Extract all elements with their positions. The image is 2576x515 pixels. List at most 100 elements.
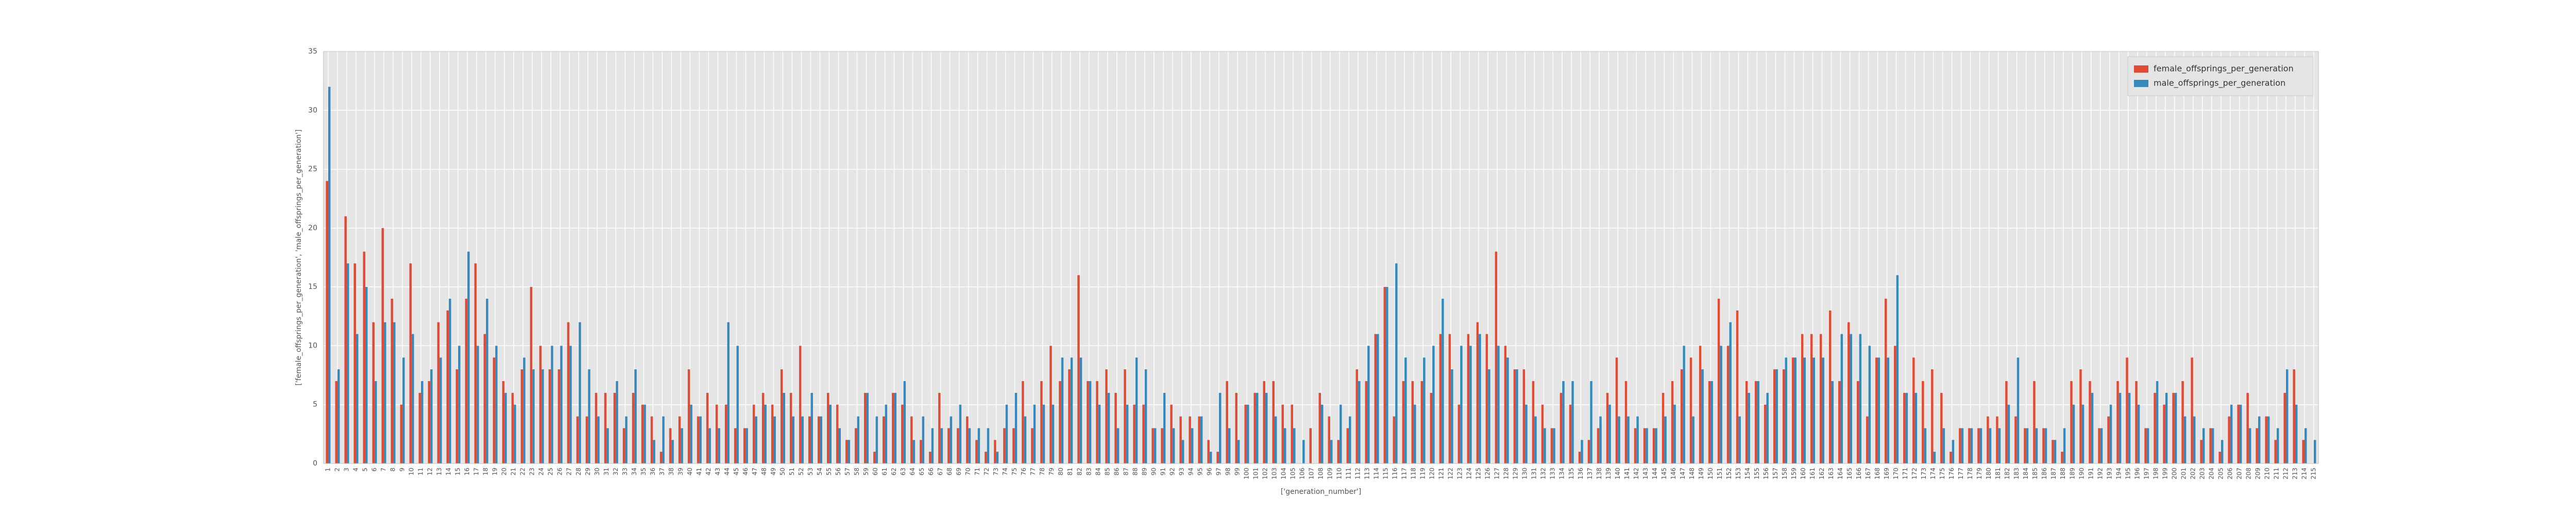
bar	[920, 440, 922, 464]
bar	[393, 322, 396, 464]
bar	[504, 392, 507, 464]
bar	[1859, 334, 1862, 464]
bar	[1395, 263, 1398, 464]
bar	[1885, 299, 1887, 464]
bar	[1606, 392, 1609, 464]
x-tick-label: 139	[1605, 468, 1612, 479]
bar	[1803, 357, 1806, 464]
bar	[1163, 392, 1166, 464]
bar	[2183, 416, 2187, 464]
bar	[1924, 428, 1927, 464]
x-tick-label: 188	[2059, 468, 2066, 479]
bar	[579, 322, 581, 464]
bar	[1820, 334, 1822, 464]
bar	[1525, 404, 1528, 464]
bar	[947, 428, 950, 464]
x-tick-label: 175	[1939, 468, 1946, 479]
bar	[2293, 369, 2295, 464]
bar	[2070, 381, 2073, 464]
x-tick-label: 180	[1985, 468, 1992, 479]
bar	[2119, 392, 2122, 464]
x-tick-label: 197	[2143, 468, 2150, 479]
x-tick-label: 168	[1874, 468, 1881, 479]
x-tick-label: 182	[2004, 468, 2011, 479]
bar	[1451, 369, 1453, 464]
bar	[1562, 381, 1565, 464]
x-tick-label: 174	[1929, 468, 1937, 479]
bar	[817, 416, 820, 464]
bar	[541, 369, 544, 464]
bar	[2042, 428, 2045, 464]
bar	[1998, 428, 2001, 464]
bar	[1228, 428, 1231, 464]
x-tick-label: 193	[2106, 468, 2113, 479]
bar	[328, 87, 331, 464]
bar	[1328, 416, 1331, 464]
x-tick-label: 80	[1057, 468, 1064, 475]
x-tick-label: 215	[2310, 468, 2317, 479]
bar	[347, 263, 349, 464]
bar	[1469, 346, 1472, 464]
bar	[2016, 357, 2020, 464]
bar	[957, 428, 959, 464]
bar	[1710, 381, 1713, 464]
bar	[1532, 381, 1535, 464]
x-tick-label: 11	[417, 468, 425, 475]
bar	[848, 440, 851, 464]
x-tick-label: 213	[2291, 468, 2298, 479]
bar	[1031, 428, 1033, 464]
x-tick-label: 20	[501, 468, 508, 475]
bar	[864, 392, 867, 464]
bar	[836, 404, 839, 464]
bar	[801, 416, 804, 464]
x-tick-label: 169	[1883, 468, 1890, 479]
bar	[1144, 369, 1147, 464]
bar	[752, 404, 755, 464]
x-tick-label: 155	[1753, 468, 1760, 479]
x-tick-label: 33	[621, 468, 629, 475]
bar	[2202, 428, 2205, 464]
bar	[1812, 357, 1815, 464]
x-tick-label: 212	[2282, 468, 2289, 479]
bar	[650, 416, 653, 464]
bar	[1569, 404, 1572, 464]
bar	[1848, 322, 1850, 464]
x-tick-label: 187	[2050, 468, 2057, 479]
bar	[1996, 416, 1998, 464]
bar	[2126, 357, 2128, 464]
bar	[2283, 392, 2286, 464]
x-tick-label: 140	[1614, 468, 1621, 479]
x-tick-label: 53	[807, 468, 814, 475]
x-tick-label: 6	[371, 468, 378, 472]
bar	[421, 381, 423, 464]
x-tick-label: 18	[482, 468, 489, 475]
x-tick-label: 24	[538, 468, 545, 475]
bar	[810, 392, 813, 464]
bar	[604, 392, 607, 464]
bar	[697, 416, 700, 464]
bar	[808, 416, 811, 464]
bar	[1414, 404, 1416, 464]
bar	[356, 334, 359, 464]
bar	[975, 440, 978, 464]
bar	[1838, 381, 1841, 464]
bar	[653, 440, 655, 464]
bar	[734, 428, 737, 464]
y-axis-label: ['female_offsprings_per_generation', 'ma…	[295, 129, 303, 385]
bar	[1952, 440, 1955, 464]
bar	[1283, 428, 1286, 464]
x-tick-label: 113	[1364, 468, 1371, 479]
bar	[2007, 404, 2010, 464]
x-tick-label: 9	[399, 468, 406, 472]
bar	[446, 310, 449, 464]
x-tick-label: 19	[492, 468, 499, 475]
bar	[1942, 428, 1945, 464]
bar	[2109, 404, 2112, 464]
bar	[792, 416, 794, 464]
bar	[1096, 381, 1098, 464]
bar	[1309, 428, 1312, 464]
bar	[643, 404, 646, 464]
bar	[2154, 392, 2156, 464]
bar	[912, 440, 916, 464]
bar	[2024, 428, 2026, 464]
